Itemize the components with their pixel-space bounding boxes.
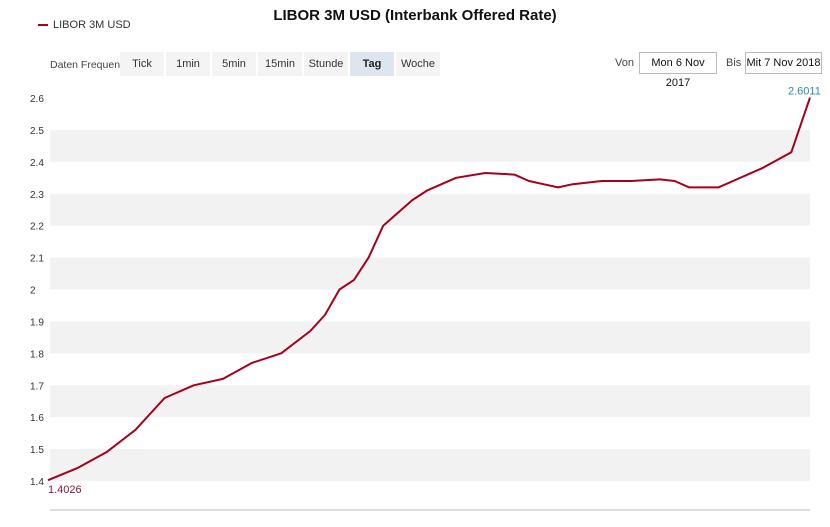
y-tick-label: 1.5 [30,445,44,456]
legend-label: LIBOR 3M USD [53,19,131,31]
y-axis-ticks: 1.4 1.5 1.6 1.7 1.8 1.9 2 2.1 2.2 2.3 2.4 2.5 2.6 [30,94,44,488]
end-value-label: 2.6011 [788,86,821,98]
y-tick-label: 2.1 [30,254,44,265]
y-tick-label: 1.7 [30,381,44,392]
legend: LIBOR 3M USD [38,19,131,31]
y-tick-label: 2.4 [30,158,44,169]
y-tick-label: 1.4 [30,477,44,488]
grid-band [50,257,810,290]
y-tick-label: 2.3 [30,190,44,201]
grid-bands [50,129,810,481]
frequency-label: Daten Frequenz [50,59,126,71]
y-tick-label: 2 [30,286,36,297]
start-value-label: 1.4026 [48,484,82,496]
libor-3m-usd-line [47,97,811,482]
legend-swatch [38,24,48,26]
grid-band [50,385,810,418]
freq-tick-button[interactable]: Tick [120,52,164,76]
grid-band [50,449,810,481]
y-tick-label: 1.9 [30,317,44,328]
to-date-input[interactable]: Mit 7 Nov 2018 [745,52,822,74]
freq-5min-button[interactable]: 5min [212,52,256,76]
grid-band [50,193,810,226]
freq-woche-button[interactable]: Woche [396,52,440,76]
y-tick-label: 1.6 [30,413,44,424]
y-tick-label: 2.2 [30,222,44,233]
freq-15min-button[interactable]: 15min [258,52,302,76]
chart-title: LIBOR 3M USD (Interbank Offered Rate) [273,7,557,24]
y-tick-label: 2.6 [30,94,44,105]
grid-band [50,129,810,162]
grid-band [50,321,810,354]
from-date-input[interactable]: Mon 6 Nov 2017 [639,52,717,89]
y-tick-label: 2.5 [30,126,44,137]
to-label: Bis [726,57,742,69]
frequency-selector: Tick 1min 5min 15min Stunde Tag Woche [120,52,440,76]
from-label: Von [615,57,634,69]
freq-1min-button[interactable]: 1min [166,52,210,76]
freq-stunde-button[interactable]: Stunde [304,52,348,76]
freq-tag-button[interactable]: Tag [350,52,394,76]
y-tick-label: 1.8 [30,349,44,360]
